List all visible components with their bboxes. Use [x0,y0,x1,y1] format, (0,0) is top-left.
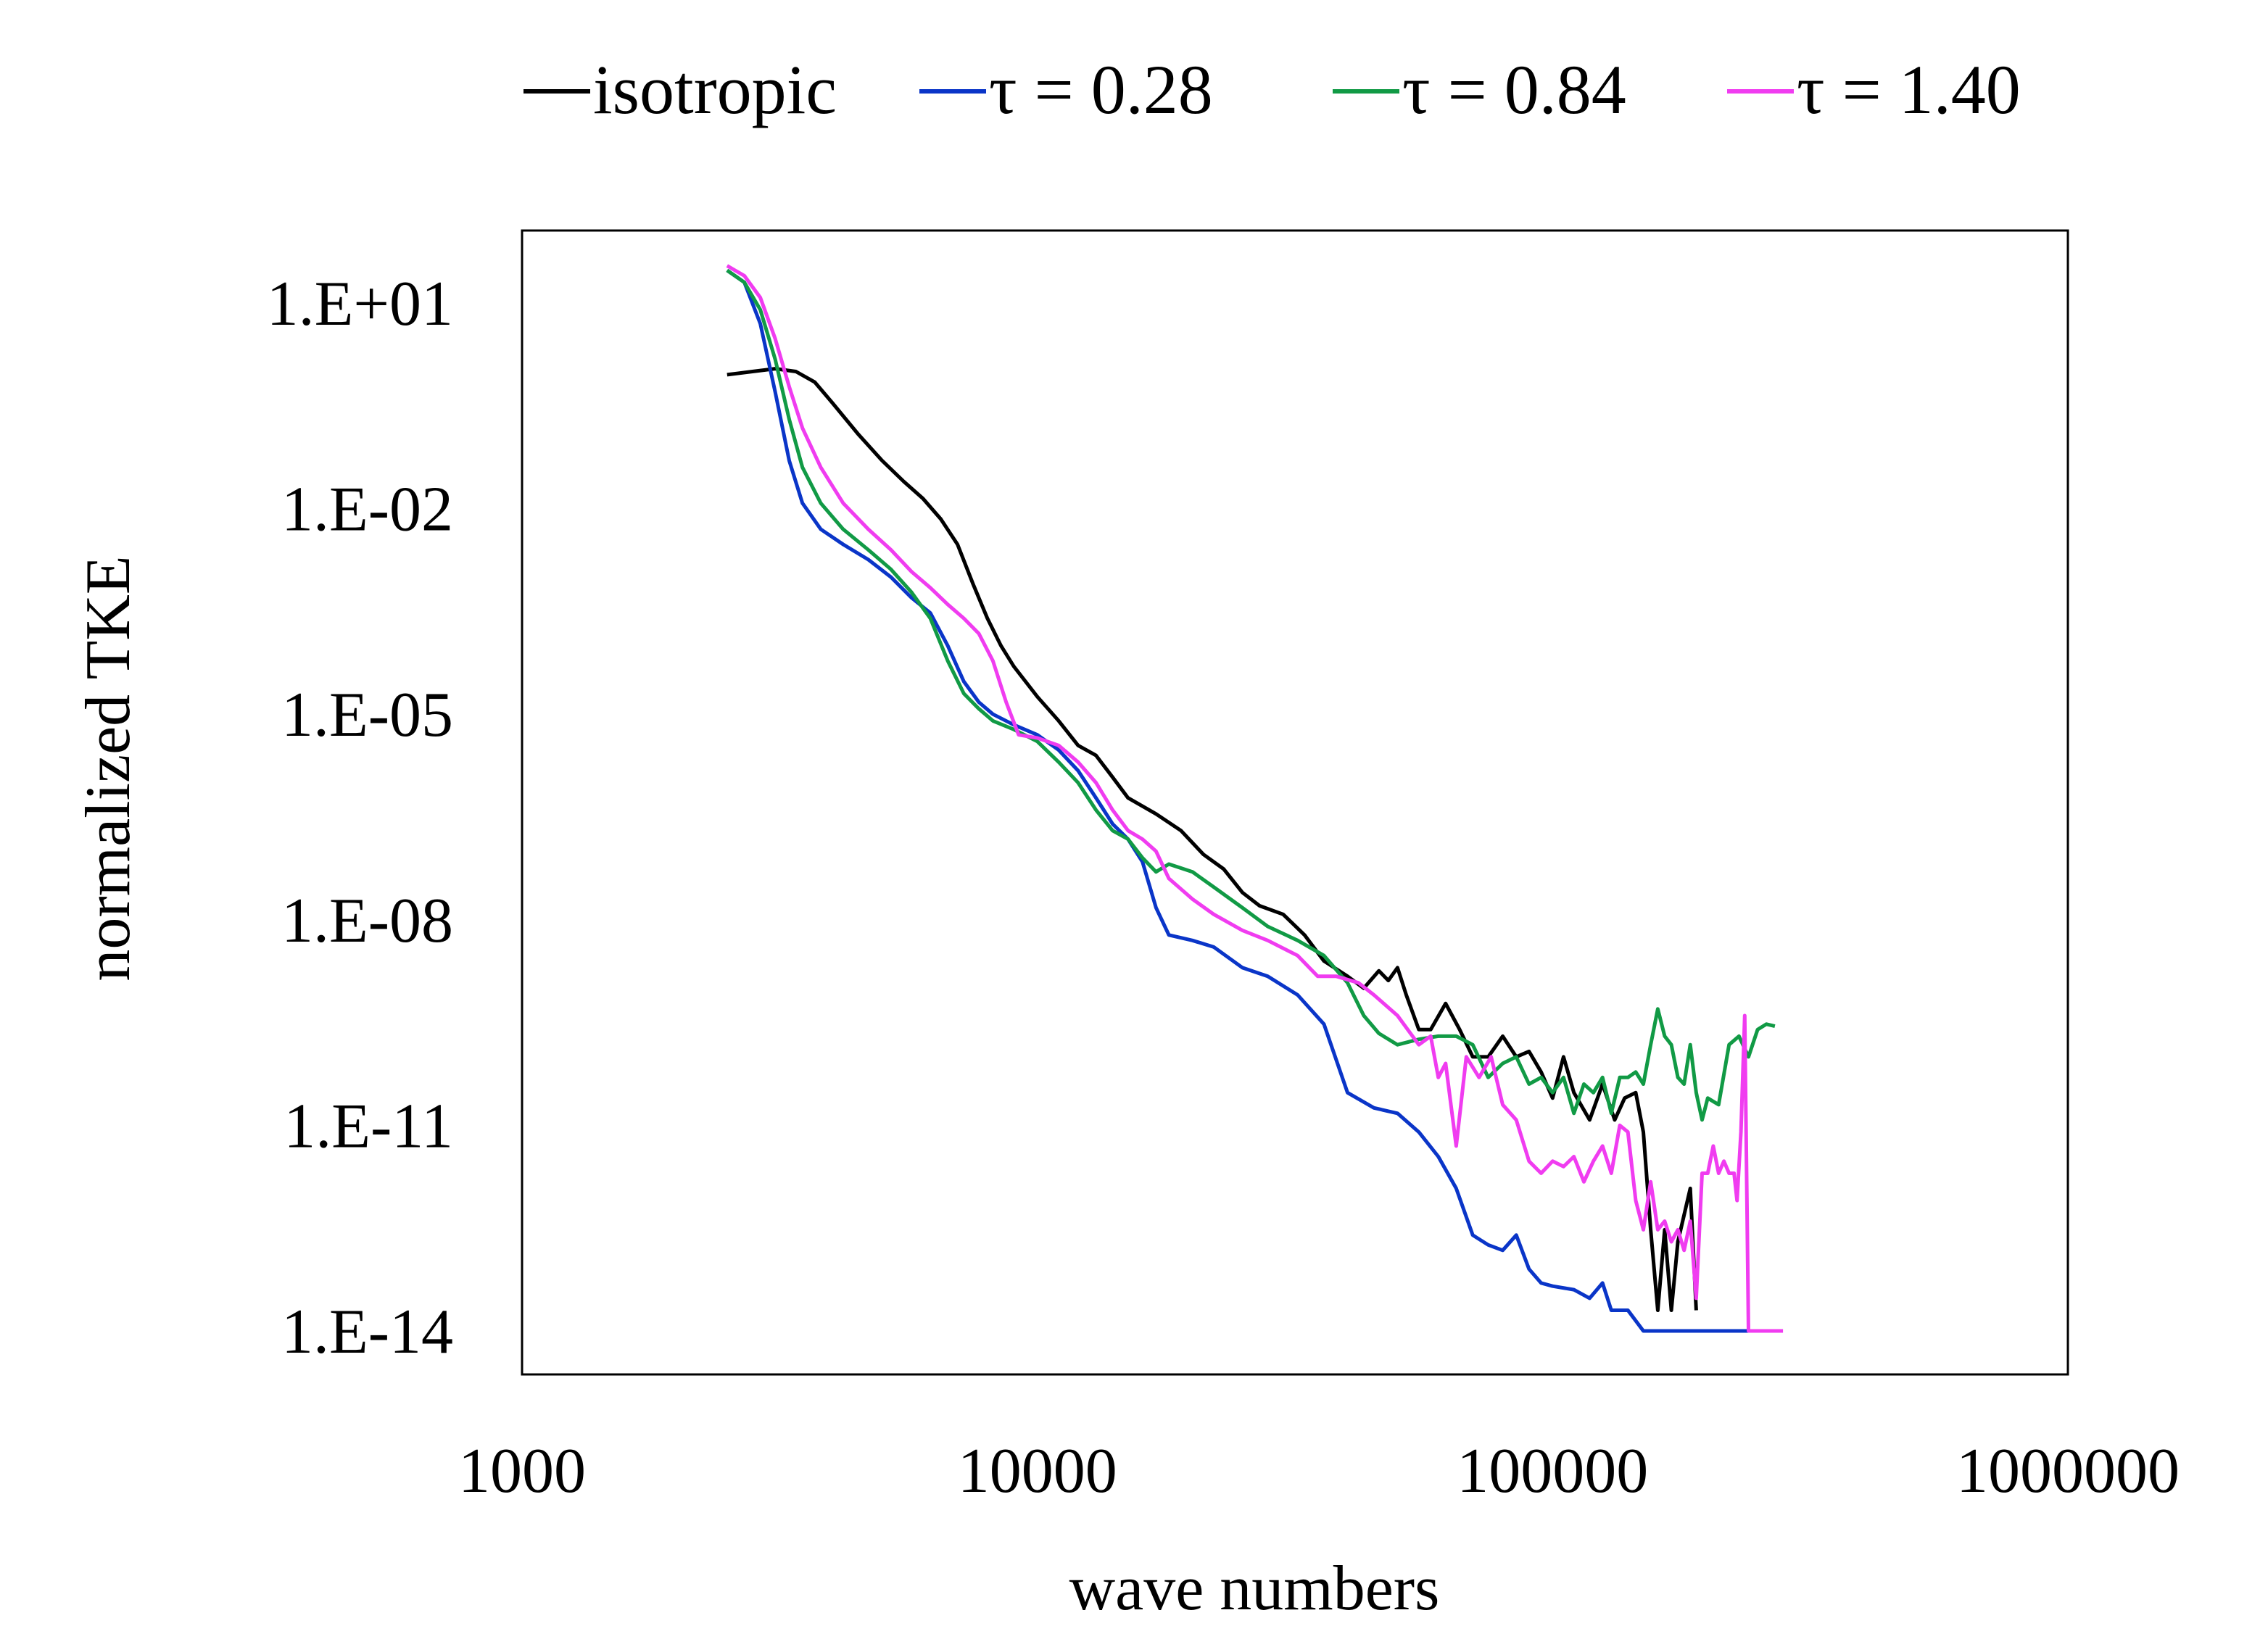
legend-item: τ = 0.28 [919,51,1213,128]
series-line-2 [726,268,1758,1333]
y-tick-label: 1.E-14 [281,1297,453,1367]
legend-label: isotropic [593,51,837,128]
x-tick-label: 1000000 [1956,1436,2180,1506]
y-tick-label: 1.E-02 [281,475,453,545]
y-tick-label: 1.E-11 [284,1091,453,1161]
legend-label: τ = 1.40 [1797,51,2021,128]
y-axis-ticks: 1.E+01 1.E-02 1.E-05 1.E-08 1.E-11 1.E-14 [267,269,453,1367]
legend-item: τ = 0.84 [1333,51,1626,128]
y-tick-label: 1.E-08 [281,886,453,956]
legend-label: τ = 0.84 [1402,51,1626,128]
legend: isotropic τ = 0.28 τ = 0.84 τ = 1.40 [523,51,2021,128]
legend-item: isotropic [523,51,837,128]
y-tick-label: 1.E-05 [281,680,453,750]
series-line-3 [726,268,1776,1122]
x-tick-label: 10000 [958,1436,1117,1506]
x-tick-label: 1000 [458,1436,586,1506]
x-axis-ticks: 1000 10000 100000 1000000 [458,1436,2180,1506]
x-tick-label: 100000 [1457,1436,1648,1506]
y-tick-label: 1.E+01 [267,269,453,339]
series-line-4 [726,264,1784,1333]
series-layer [726,264,1784,1333]
plot-area-frame [521,229,2069,1376]
legend-item: τ = 1.40 [1727,51,2021,128]
series-line-1 [727,367,1698,1312]
legend-label: τ = 0.28 [989,51,1213,128]
y-axis-title: normalized TKE [73,555,144,981]
x-axis-title: wave numbers [1069,1553,1440,1624]
